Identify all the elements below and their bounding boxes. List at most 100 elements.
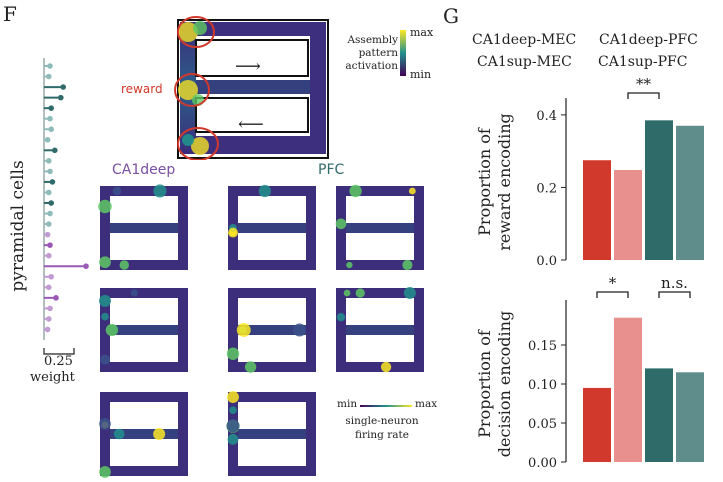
- arrow-left-icon: ⟵: [238, 114, 264, 135]
- weights-ylabel: pyramidal cells: [8, 160, 28, 292]
- reward-encoding-chart: 0.0 0.2 0.4 Proportion ofreward encoding **: [475, 78, 704, 269]
- weights-stem-plot: [43, 58, 89, 355]
- panel-letter-f: F: [3, 2, 17, 26]
- significance-label: **: [636, 78, 652, 93]
- arrow-right-icon: ⟶: [235, 56, 261, 77]
- y-tick-label: 0.15: [528, 339, 557, 354]
- bar-ca1sup-mec: [614, 170, 642, 260]
- weight-stem-marker: [48, 200, 54, 206]
- y-tick-label: 0.0: [536, 254, 557, 269]
- weight-stem-marker: [48, 273, 54, 280]
- y-tick-label: 0.4: [536, 109, 557, 124]
- neuron-rate-map: [226, 288, 316, 373]
- group-label-pfc: PFC: [318, 162, 345, 178]
- reward-circle-bottom: [177, 127, 219, 160]
- neuron-rate-map: [335, 184, 424, 271]
- neuron-colorbar-min: min: [337, 398, 358, 410]
- bar-ca1deep-mec: [583, 160, 611, 260]
- weight-stem-marker: [60, 84, 66, 90]
- weight-stem-marker: [46, 316, 52, 322]
- colorbar-title-line-1: Assembly: [347, 34, 398, 46]
- bar-ca1sup-mec: [614, 317, 642, 462]
- weight-stem-marker: [58, 94, 64, 101]
- maze-middle-arm: [180, 80, 326, 94]
- weight-stem-marker: [47, 210, 53, 217]
- neuron-rate-map: [228, 184, 316, 270]
- neuron-rate-map: [98, 288, 188, 372]
- significance-label: n.s.: [661, 274, 688, 292]
- neuron-colorbar-label-line-2: firing rate: [355, 429, 409, 441]
- weight-stem-marker: [46, 158, 52, 164]
- significance-bracket: [596, 291, 629, 298]
- weights-ylabel-wrap: pyramidal cells: [6, 160, 28, 291]
- bar-ca1deep-pfc: [645, 368, 673, 462]
- neuron-rate-map: [99, 392, 188, 478]
- weight-stem-marker: [48, 105, 54, 111]
- maze-top-arm: [180, 22, 326, 36]
- y-tick-label: 0.05: [528, 417, 557, 432]
- assembly-colorbar-max: max: [410, 26, 434, 39]
- neuron-rate-map: [226, 391, 316, 476]
- bar-ca1deep-mec: [583, 387, 611, 462]
- weight-stem-marker: [47, 168, 53, 175]
- y-tick-label: 0.10: [528, 378, 557, 393]
- weight-stem-marker: [46, 284, 52, 291]
- y-axis-label: Proportion ofreward encoding: [475, 113, 514, 251]
- assembly-colorbar-title: Assembly pattern activation: [332, 34, 398, 73]
- legend-item-ca1sup-mec: CA1sup-MEC: [477, 54, 572, 70]
- reward-circle-middle: [174, 73, 210, 107]
- weight-stem-marker: [47, 242, 53, 248]
- panel-letter-g: G: [443, 4, 459, 28]
- assembly-maze: [174, 16, 329, 160]
- legend-item-ca1deep-pfc: CA1deep-PFC: [599, 32, 698, 48]
- neuron-rate-map: [98, 184, 188, 270]
- weights-scale-value: 0.25: [44, 354, 73, 369]
- weight-stem-marker: [53, 295, 59, 301]
- weight-stem-marker: [46, 189, 52, 196]
- weight-stem-marker: [46, 73, 52, 80]
- neuron-rate-map: [336, 287, 424, 373]
- bar-ca1sup-pfc: [676, 125, 704, 260]
- weight-stem-marker: [48, 126, 54, 133]
- significance-bracket: [627, 92, 660, 99]
- reward-label: reward: [121, 82, 163, 96]
- maze-inner-box-bottom: [195, 97, 309, 133]
- bar-ca1deep-pfc: [645, 120, 673, 260]
- neuron-colorbar-max: max: [415, 398, 438, 410]
- colorbar-title-line-3: activation: [345, 60, 398, 72]
- weight-stem-marker: [44, 231, 51, 238]
- maze-inner-box-top: [195, 39, 309, 77]
- neuron-maps-grid: [94, 180, 434, 478]
- legend-item-ca1deep-mec: CA1deep-MEC: [472, 32, 577, 48]
- significance-label: *: [609, 274, 617, 292]
- assembly-colorbar-min: min: [410, 68, 432, 81]
- weight-stem-marker: [47, 63, 53, 69]
- legend-item-ca1sup-pfc: CA1sup-PFC: [598, 54, 688, 70]
- neuron-colorbar-label-line-1: single-neuron: [345, 415, 419, 427]
- weights-scale-label: weight: [30, 370, 75, 385]
- maze-right-arm: [310, 22, 326, 154]
- y-tick-label: 0.2: [536, 181, 557, 196]
- significance-bracket: [658, 291, 691, 298]
- weight-stem-marker: [83, 263, 89, 270]
- y-tick-label: 0.00: [528, 456, 557, 469]
- y-axis-label: Proportion ofdecision encoding: [475, 311, 514, 457]
- weight-stem-marker: [49, 179, 56, 185]
- neuron-colorbar: [360, 405, 412, 407]
- maze-outline: [177, 19, 329, 159]
- decision-encoding-chart: 0.00 0.05 0.10 0.15 Proportion ofdecision en…: [475, 274, 704, 469]
- weight-stem-marker: [52, 147, 58, 154]
- weight-stem-marker: [44, 326, 51, 333]
- weight-stem-marker: [46, 252, 52, 259]
- bar-ca1sup-pfc: [676, 372, 704, 462]
- neuron-colorbar-label: single-neuron firing rate: [344, 414, 420, 442]
- weight-stem-marker: [46, 221, 52, 227]
- assembly-colorbar: [400, 30, 406, 76]
- group-label-ca1deep: CA1deep: [112, 162, 176, 178]
- colorbar-title-line-2: pattern: [358, 47, 398, 59]
- weights-scale-bar: [43, 348, 75, 355]
- weight-stem-marker: [47, 115, 53, 122]
- weight-stem-marker: [47, 305, 53, 312]
- reward-circle-top: [177, 16, 215, 48]
- weight-stem-marker: [44, 136, 51, 143]
